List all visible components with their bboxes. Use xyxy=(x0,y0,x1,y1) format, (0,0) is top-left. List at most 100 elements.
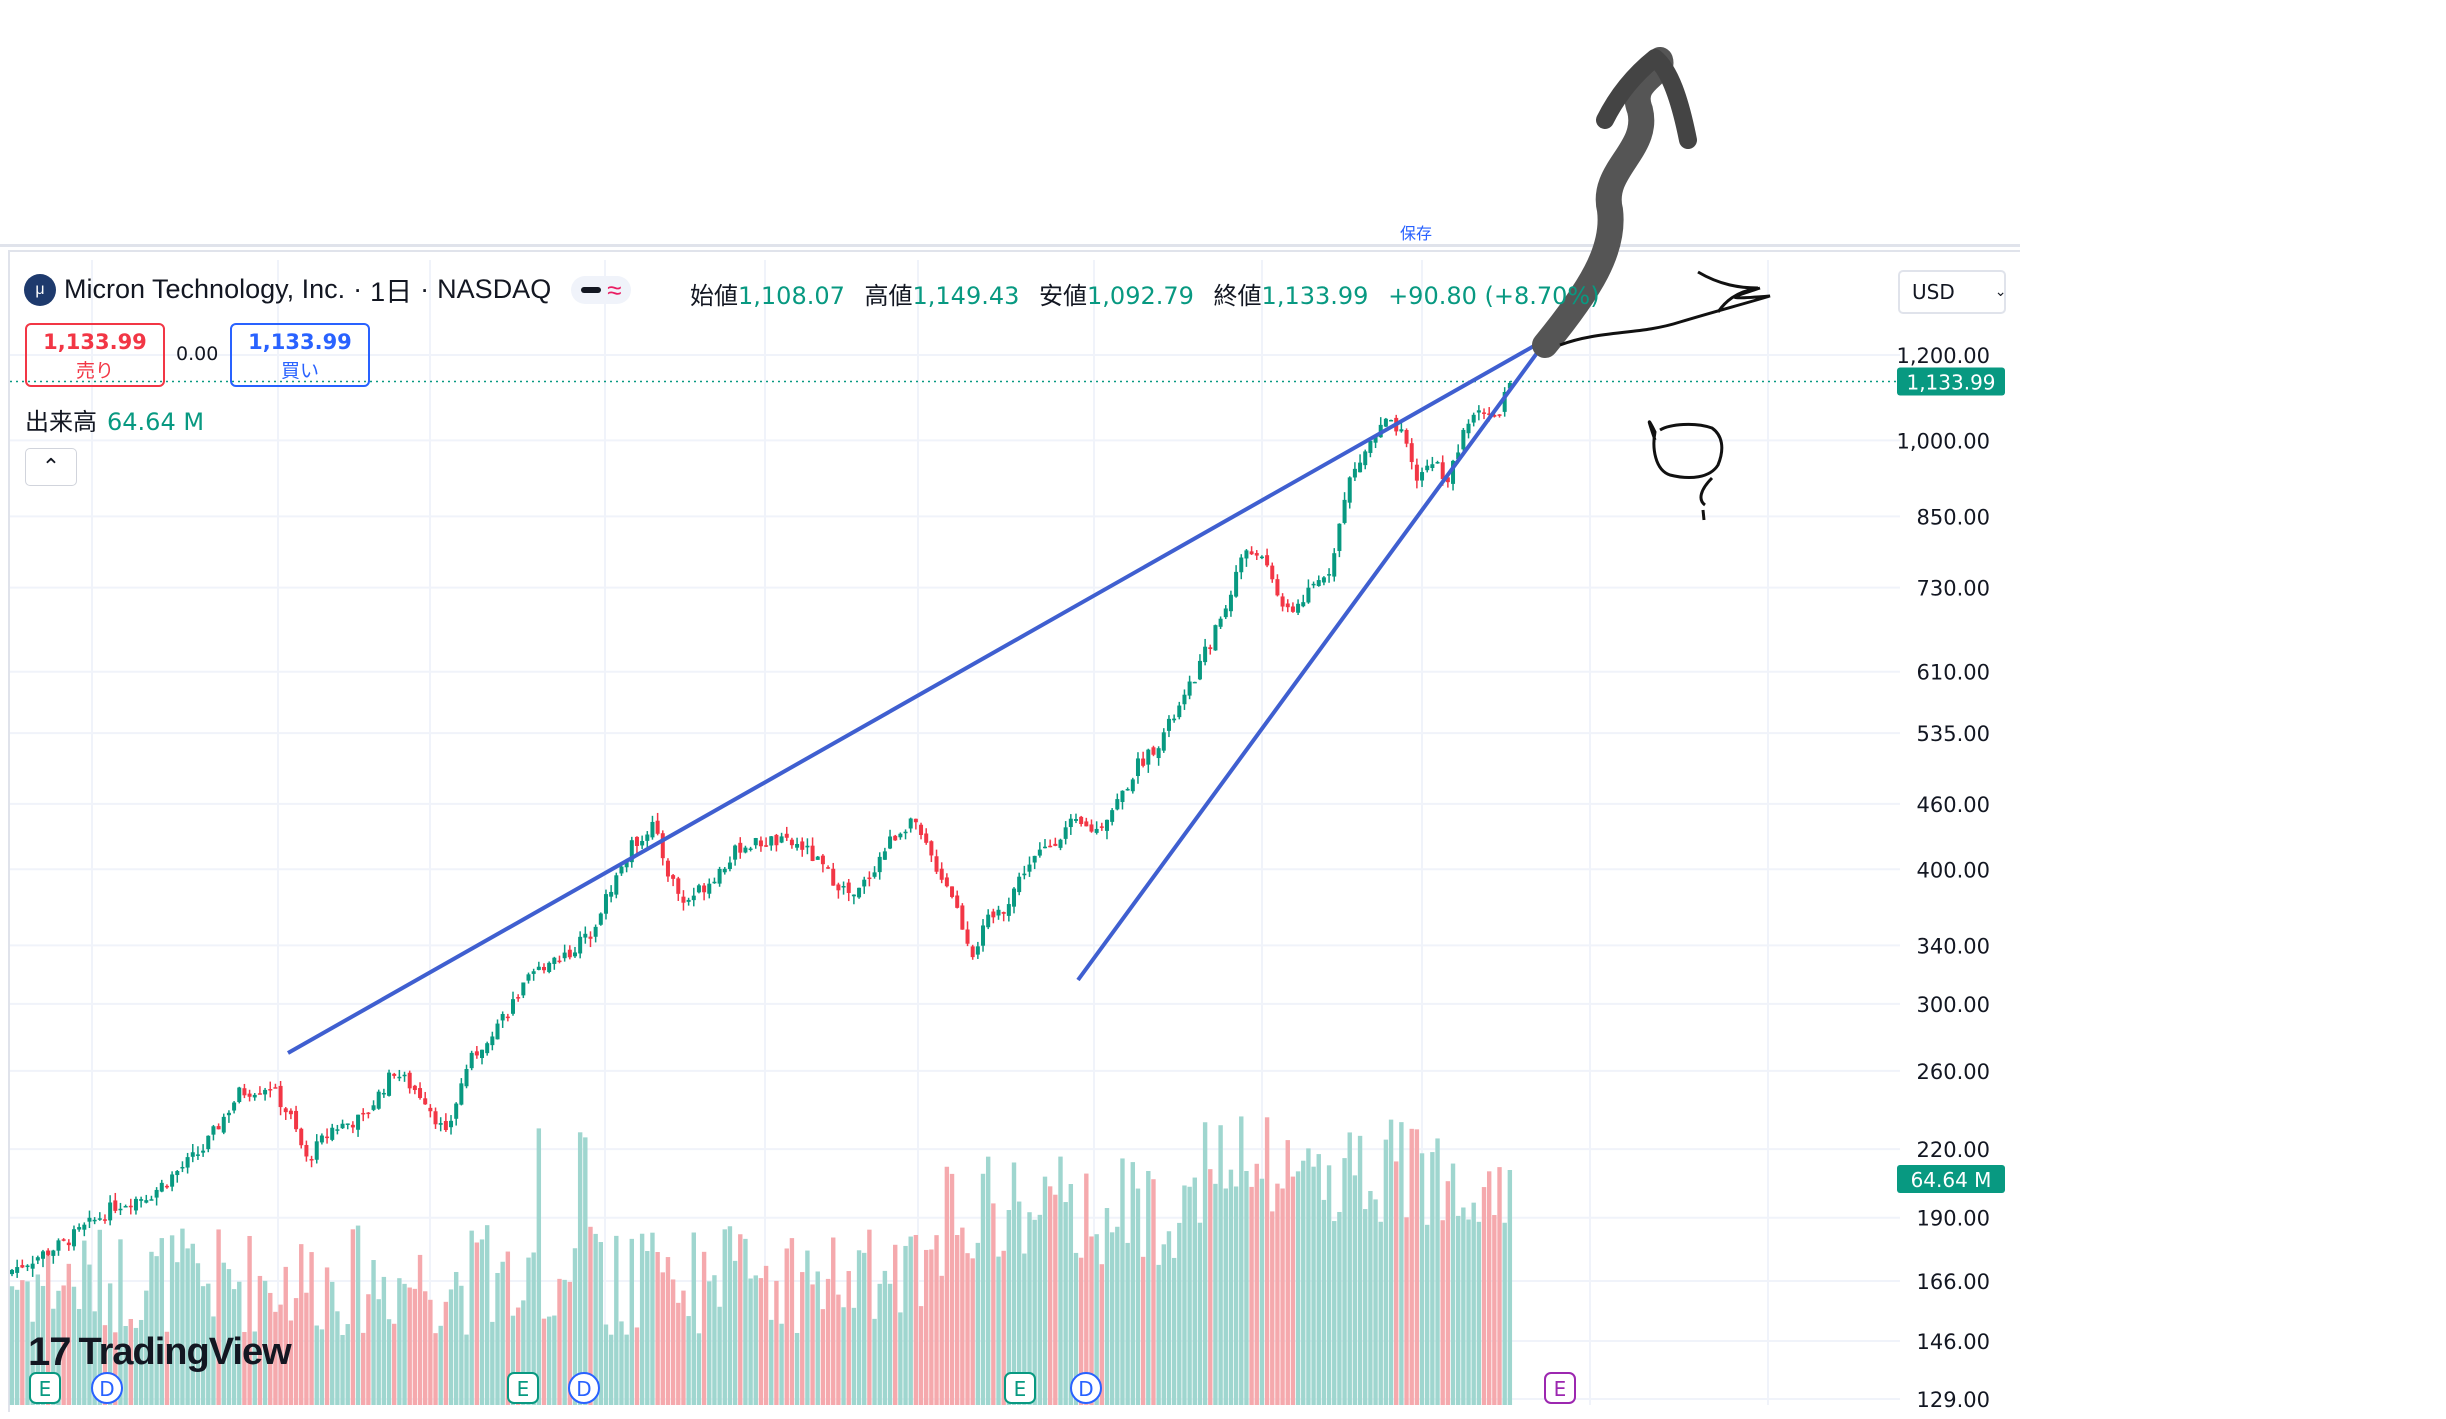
volume-bar xyxy=(800,1272,805,1405)
candle-body xyxy=(1182,694,1187,705)
candle-body xyxy=(1048,845,1053,848)
volume-bar xyxy=(939,1275,944,1405)
symbol-header[interactable]: μ Micron Technology, Inc. · 1日 · NASDAQ … xyxy=(24,270,632,309)
volume-bar xyxy=(180,1228,185,1405)
volume-bar xyxy=(1239,1116,1244,1405)
volume-bar xyxy=(1047,1186,1053,1405)
candle-body xyxy=(1270,565,1275,580)
chevron-up-icon: ⌃ xyxy=(41,454,61,479)
candle-body xyxy=(118,1208,123,1211)
volume-bar xyxy=(727,1226,733,1405)
candle-body xyxy=(578,936,583,954)
volume-bar xyxy=(304,1292,309,1405)
candle-body xyxy=(681,896,686,903)
candle-body xyxy=(1166,718,1171,731)
volume-bar xyxy=(206,1283,211,1405)
candle-body xyxy=(190,1152,195,1157)
candle-body xyxy=(1466,423,1471,434)
volume-bar xyxy=(1259,1178,1265,1405)
candle-body xyxy=(428,1107,433,1112)
volume-bar xyxy=(1228,1169,1234,1405)
candle-body xyxy=(1249,551,1254,555)
candle-body xyxy=(712,881,717,884)
volume-bar xyxy=(25,1281,30,1405)
volume-bar xyxy=(1104,1208,1110,1405)
market-status-pill[interactable]: ≈ xyxy=(571,275,632,304)
volume-bar xyxy=(1368,1190,1373,1405)
candle-body xyxy=(1404,430,1409,444)
candle-body xyxy=(1073,819,1078,821)
volume-bar xyxy=(665,1257,671,1405)
candle-body xyxy=(655,820,660,834)
volume-bar xyxy=(1146,1170,1151,1405)
candle-body xyxy=(702,885,707,893)
candle-body xyxy=(955,895,960,908)
sell-button[interactable]: 1,133.99 売り xyxy=(25,323,165,387)
symbol-exchange: NASDAQ xyxy=(437,274,552,304)
volume-bar xyxy=(851,1307,857,1405)
candle-body xyxy=(1363,451,1368,466)
candle-body xyxy=(924,833,929,843)
y-tick-label: 850.00 xyxy=(1917,505,1990,529)
volume-bar xyxy=(567,1281,573,1405)
candle-body xyxy=(898,833,903,838)
volume-bar xyxy=(1125,1242,1130,1405)
watermark-text: TradingView xyxy=(78,1331,292,1373)
currency-select[interactable]: USD ⌄ xyxy=(1898,270,2006,314)
volume-bar xyxy=(1301,1160,1306,1405)
candle-body xyxy=(774,834,779,846)
volume-bar xyxy=(753,1275,758,1405)
candle-body xyxy=(1301,602,1306,607)
last-volume-badge xyxy=(1897,1165,2005,1193)
tradingview-logo-icon: 17 xyxy=(28,1330,71,1374)
candle-body xyxy=(1006,904,1011,916)
volume-bar xyxy=(417,1254,423,1405)
volume-bar xyxy=(159,1238,164,1405)
save-button[interactable]: 保存 xyxy=(1400,224,1433,243)
volume-bar xyxy=(954,1235,960,1405)
volume-bar xyxy=(1202,1122,1208,1405)
candle-body xyxy=(944,877,949,887)
volume-bar xyxy=(588,1226,593,1405)
candle-body xyxy=(82,1224,87,1230)
candle-body xyxy=(1141,758,1146,766)
candle-body xyxy=(970,946,975,958)
candle-body xyxy=(273,1087,278,1089)
volume-bar xyxy=(1332,1221,1337,1405)
candle-body xyxy=(1456,452,1461,460)
candle-body xyxy=(650,821,655,838)
candle-body xyxy=(159,1182,164,1192)
volume-bar xyxy=(278,1304,283,1405)
volume-bar xyxy=(872,1318,877,1405)
volume-bar xyxy=(531,1252,536,1405)
volume-bar xyxy=(247,1235,252,1405)
volume-bar xyxy=(634,1327,640,1405)
candle-body xyxy=(919,824,924,835)
candle-body xyxy=(392,1073,397,1076)
open-value: 1,108.07 xyxy=(738,282,845,310)
candle-body xyxy=(433,1111,438,1125)
volume-bar xyxy=(913,1234,919,1405)
candle-body xyxy=(1476,410,1481,413)
high-value: 1,149.43 xyxy=(912,282,1020,310)
candle-body xyxy=(1332,553,1337,577)
candle-body xyxy=(1306,587,1311,603)
buy-button[interactable]: 1,133.99 買い xyxy=(230,323,370,387)
collapse-legend-button[interactable]: ⌃ xyxy=(25,448,77,486)
candle-body xyxy=(144,1200,149,1203)
volume-bar xyxy=(443,1301,449,1405)
y-tick-label: 610.00 xyxy=(1917,661,1990,685)
ohlc-legend: 始値1,108.07 高値1,149.43 安値1,092.79 終値1,133… xyxy=(690,276,1612,311)
candle-body xyxy=(252,1094,257,1098)
hand-drawn-arrow-head xyxy=(1596,49,1697,149)
volume-bar xyxy=(1032,1219,1037,1405)
volume-bar xyxy=(144,1290,149,1405)
volume-bar xyxy=(1270,1211,1275,1405)
volume-bar xyxy=(128,1318,133,1405)
candle-body xyxy=(857,887,862,898)
candle-body xyxy=(733,845,738,860)
volume-bar xyxy=(397,1278,402,1405)
candle-body xyxy=(139,1199,144,1201)
candle-body xyxy=(815,856,820,860)
